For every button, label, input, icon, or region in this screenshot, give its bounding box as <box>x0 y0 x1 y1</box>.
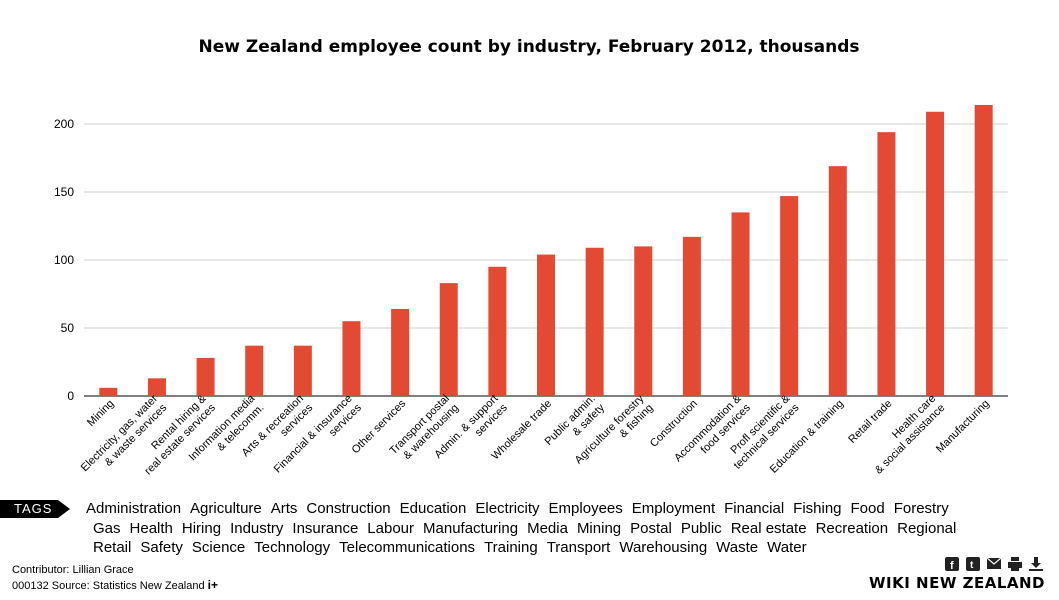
tag-link[interactable]: Fishing <box>793 500 842 517</box>
bar <box>537 254 555 396</box>
tag-link[interactable]: Telecommunications <box>339 539 476 556</box>
tag-link[interactable]: Retail <box>93 539 132 556</box>
chart: New Zealand employee count by industry, … <box>54 37 1008 477</box>
tag-link[interactable]: Employment <box>631 500 716 517</box>
tag-link[interactable]: Warehousing <box>619 539 708 556</box>
tag-link[interactable]: Industry <box>230 519 284 537</box>
tag-link[interactable]: Gas <box>93 519 121 537</box>
bar <box>196 357 215 396</box>
bar <box>926 111 945 396</box>
bar <box>245 345 264 396</box>
bar <box>780 196 799 396</box>
bar <box>974 104 993 397</box>
tag-row: Retail Safety Science Technology Telecommuni… <box>86 538 986 558</box>
tag-link[interactable]: Mining <box>576 519 622 537</box>
tag-link[interactable]: Water <box>767 539 807 556</box>
tag-link[interactable]: Real estate <box>730 519 807 537</box>
chart-title: New Zealand employee count by industry, … <box>199 37 860 57</box>
y-tick-label: 200 <box>54 117 74 131</box>
tag-link[interactable]: Forestry <box>893 500 949 517</box>
svg-text:t: t <box>970 560 974 571</box>
bars <box>99 104 993 397</box>
bar <box>439 283 458 396</box>
x-tick-label: Retail trade <box>846 398 894 446</box>
tag-link[interactable]: Hiring <box>181 519 222 537</box>
bar <box>391 308 410 396</box>
bar <box>99 387 118 396</box>
tag-link[interactable]: Science <box>191 539 246 556</box>
y-tick-label: 0 <box>67 389 74 403</box>
tag-link[interactable]: Training <box>484 539 538 556</box>
tag-link[interactable]: Manufacturing <box>423 519 519 537</box>
bar <box>488 266 507 396</box>
bar <box>585 247 604 396</box>
tag-link[interactable]: Insurance <box>292 519 359 537</box>
bar <box>828 166 847 396</box>
tag-link[interactable]: Administration <box>86 500 182 517</box>
tag-link[interactable]: Health <box>129 519 173 537</box>
svg-text:f: f <box>950 560 954 571</box>
tag-list: Administration Agriculture Arts Constructio… <box>86 499 986 558</box>
tag-link[interactable]: Labour <box>367 519 415 537</box>
bar <box>731 212 750 396</box>
tag-link[interactable]: Arts <box>270 500 298 517</box>
tag-link[interactable]: Technology <box>254 539 331 556</box>
bar <box>342 321 361 396</box>
bar <box>682 236 701 396</box>
tag-link[interactable]: Employees <box>548 500 623 517</box>
brand-logo: WIKI NEW ZEALAND <box>868 574 1045 592</box>
tag-link[interactable]: Electricity <box>475 500 540 517</box>
tag-link[interactable]: Postal <box>630 519 672 537</box>
source-text: 000132 Source: Statistics New Zealand <box>12 580 205 592</box>
plus-link[interactable]: i+ <box>207 578 219 592</box>
tag-link[interactable]: Waste <box>716 539 759 556</box>
tag-link[interactable]: Agriculture <box>190 500 262 517</box>
facebook-icon[interactable]: f <box>944 556 959 571</box>
footer-credits: Contributor: Lillian Grace 000132 Source… <box>12 563 218 594</box>
bar <box>293 345 312 396</box>
tag-link[interactable]: Media <box>527 519 568 537</box>
x-tick-label: Health care& social assistance <box>864 393 948 477</box>
bar <box>147 378 166 396</box>
y-tick-label: 100 <box>54 253 74 267</box>
tag-link[interactable]: Safety <box>140 539 183 556</box>
bar <box>634 246 653 396</box>
bar <box>877 132 896 396</box>
tag-link[interactable]: Transport <box>546 539 611 556</box>
tag-link[interactable]: Education <box>399 500 467 517</box>
tag-link[interactable]: Food <box>850 500 885 517</box>
tags-badge: TAGS <box>0 500 70 518</box>
tags-label: TAGS <box>14 501 53 516</box>
print-icon[interactable] <box>1007 556 1022 571</box>
tag-link[interactable]: Financial <box>724 500 785 517</box>
tag-link[interactable]: Recreation <box>815 519 889 537</box>
contributor-text: Contributor: Lillian Grace <box>12 564 134 576</box>
tag-link[interactable]: Construction <box>306 500 391 517</box>
share-icons: f t <box>944 556 1043 571</box>
tag-link[interactable]: Public <box>680 519 722 537</box>
y-tick-label: 150 <box>54 185 74 199</box>
tag-row: Administration Agriculture Arts Constructio… <box>86 499 986 519</box>
tag-row: Gas Health Hiring Industry Insurance Labour Ma… <box>86 519 986 539</box>
email-icon[interactable] <box>986 556 1001 571</box>
y-tick-label: 50 <box>61 321 75 335</box>
x-tick-label: Mining <box>85 398 116 429</box>
y-axis-ticks: 0 50 100 150 200 <box>54 117 74 403</box>
twitter-icon[interactable]: t <box>965 556 980 571</box>
tag-link[interactable]: Regional <box>897 519 957 537</box>
download-icon[interactable] <box>1028 556 1043 571</box>
